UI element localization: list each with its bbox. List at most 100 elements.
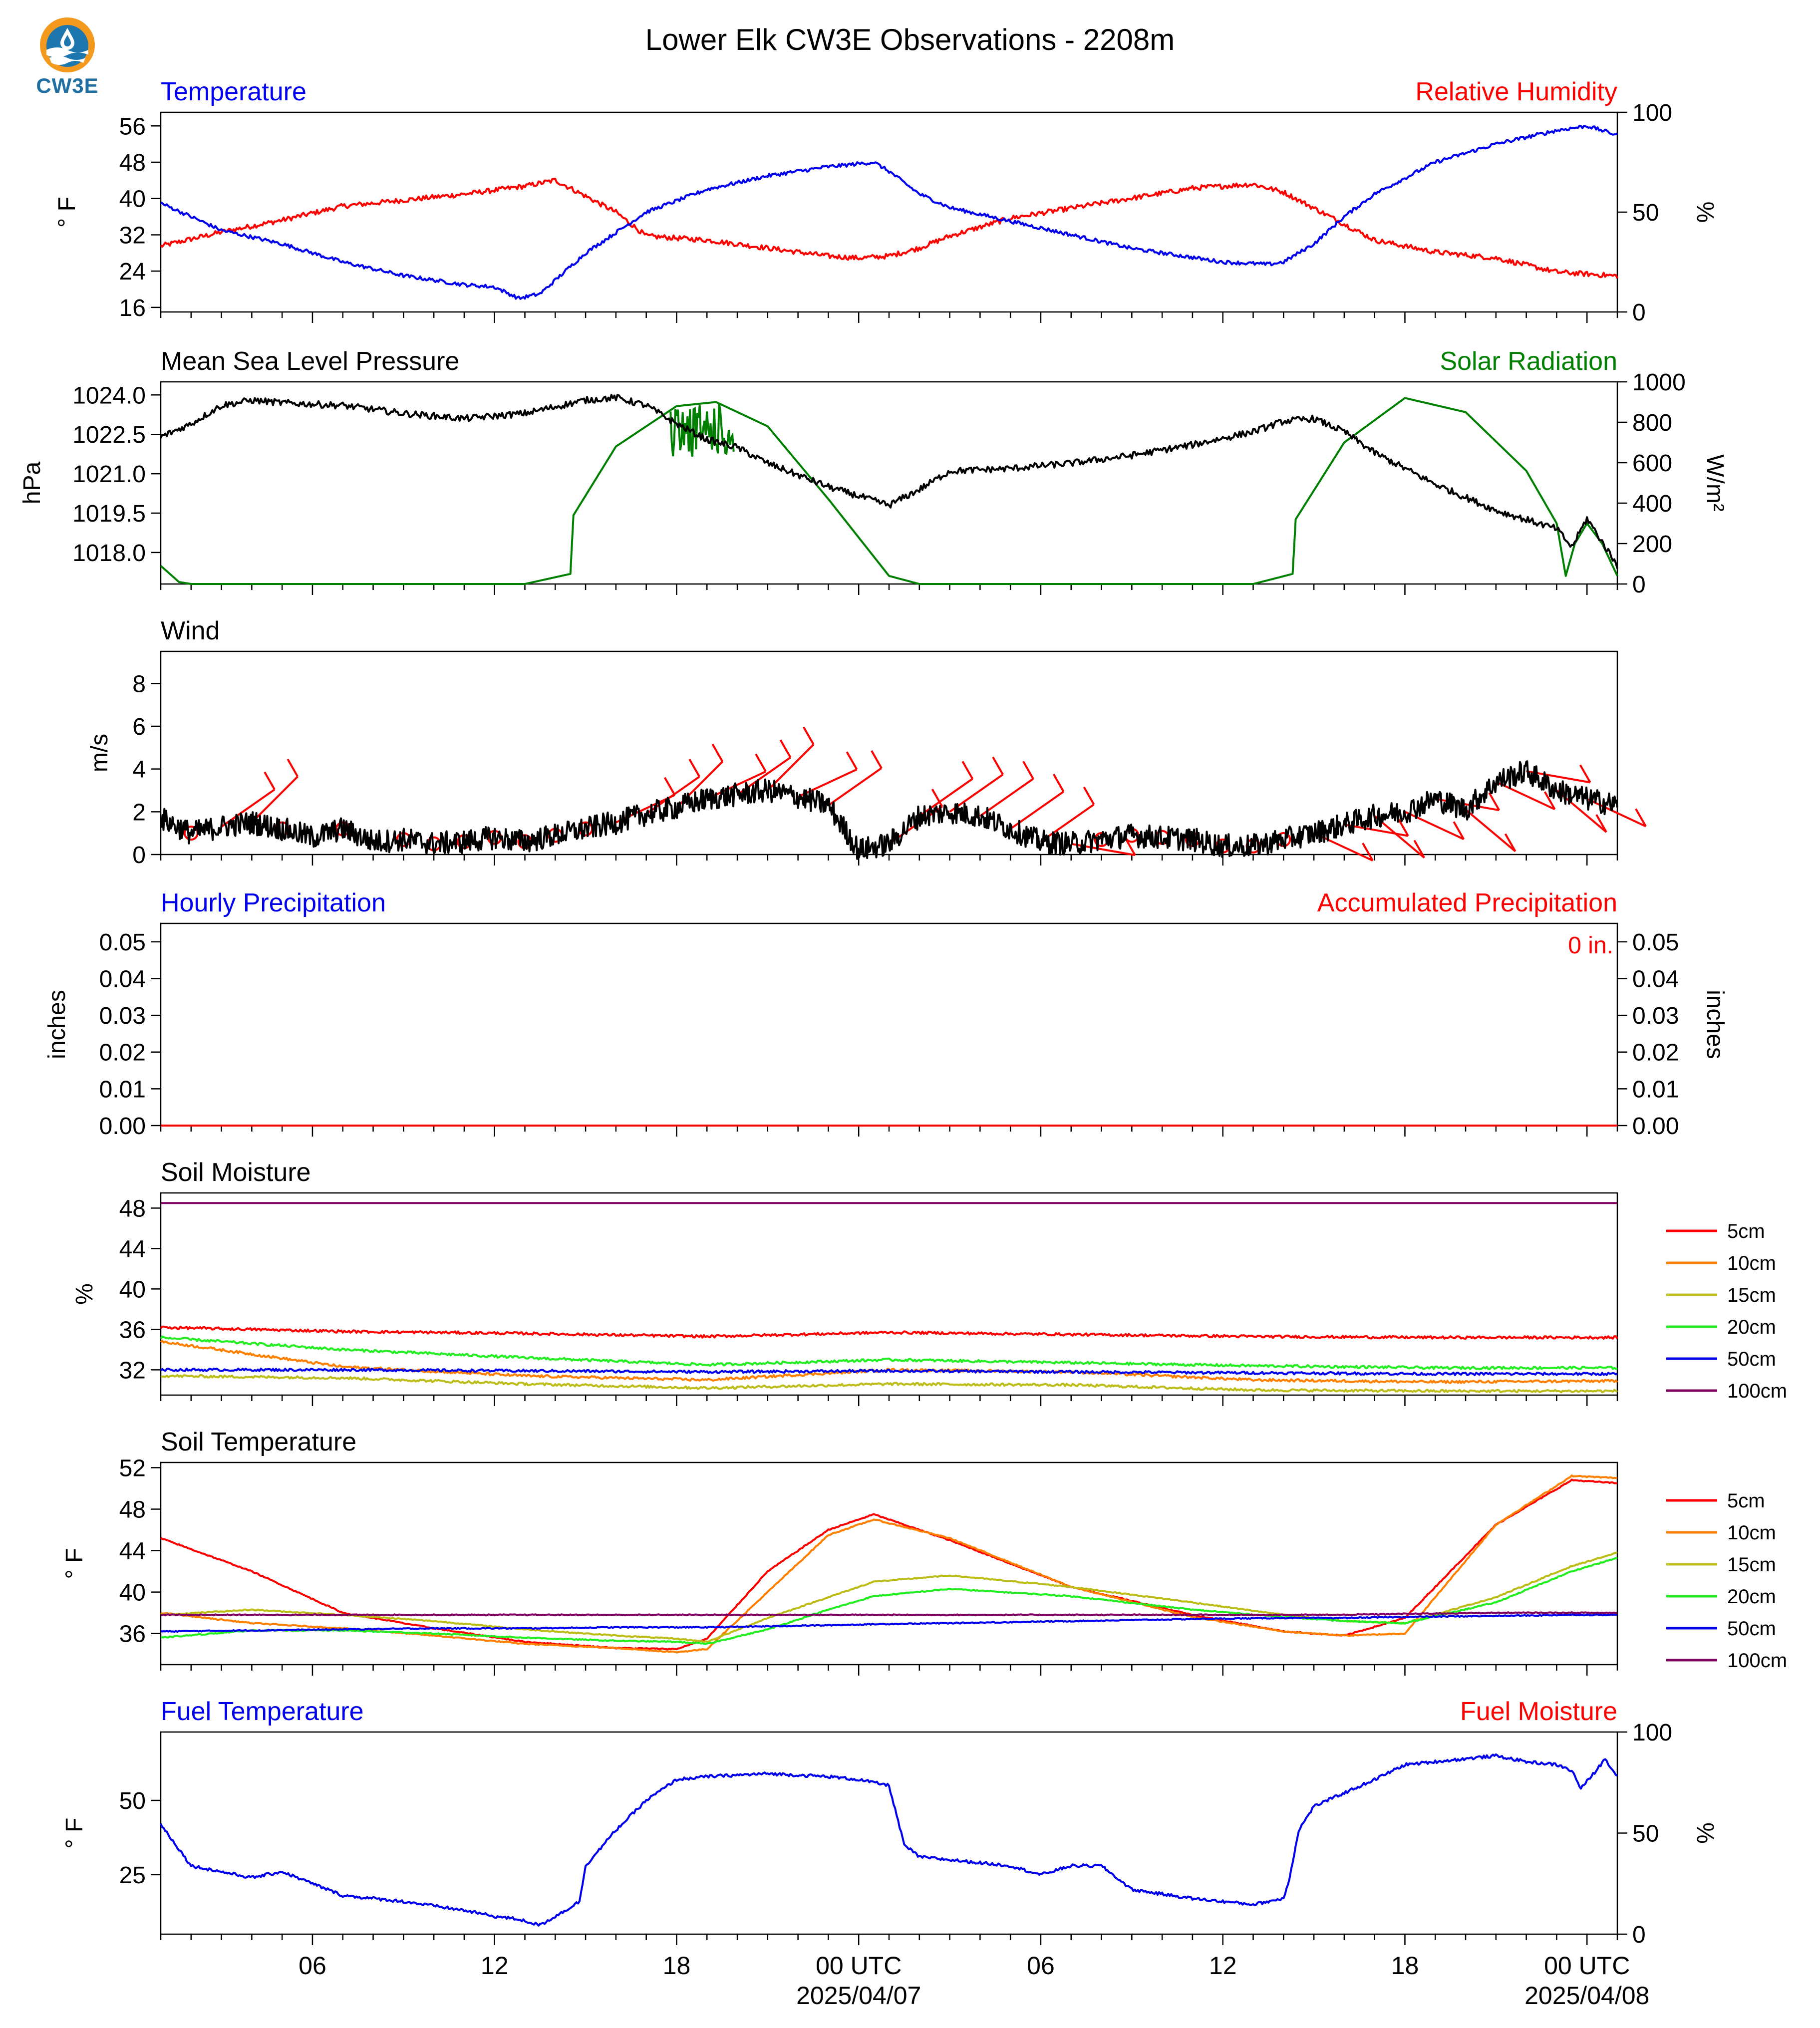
temperature-series-line [160,125,1618,300]
soil-moisture-panel-frame [160,1192,1618,1396]
wind-barb-shaft [949,774,1004,813]
precip-total-label: 0 in. [1568,932,1613,959]
wind-barb-flag [846,751,858,770]
wind-barb-flag [755,753,767,772]
y-tick-label: 44 [119,1236,146,1262]
y2-tick-label: 0 [1632,299,1646,326]
wind-barb-flag [1635,808,1647,827]
panel-title-left: Temperature [161,77,306,106]
wind-barb-flag [1022,761,1034,780]
wind-barb-shaft [251,776,299,824]
figure-title: Lower Elk CW3E Observations - 2208m [645,23,1175,56]
y-tick-label: 36 [119,1621,146,1648]
legend-label: 20cm [1727,1316,1776,1338]
wind-barb-flag [1453,821,1465,840]
wind-barb-flag [961,761,974,780]
y-tick-label: 48 [119,1496,146,1523]
legend-label: 50cm [1727,1348,1776,1370]
y-tick-label: 0.03 [99,1003,146,1029]
legend-label: 100cm [1727,1650,1787,1672]
legend-label: 10cm [1727,1252,1776,1274]
y-tick-label: 1021.0 [72,461,146,488]
y2-tick-label: 1000 [1632,369,1686,396]
legend-label: 5cm [1727,1490,1765,1512]
y-axis-unit: % [71,1283,98,1305]
legend-label: 50cm [1727,1618,1776,1640]
panel-title-right: Solar Radiation [1440,347,1617,376]
wind-barb-shaft [1465,809,1516,853]
y2-axis-unit: % [1692,202,1718,223]
soil-temperature-line-50cm [160,1613,1618,1633]
fuel-panel-frame [160,1731,1618,1935]
y-tick-label: 6 [132,714,146,740]
y-tick-label: 52 [119,1455,146,1481]
panel-title-left: Soil Temperature [161,1428,356,1456]
y-tick-label: 32 [119,222,146,249]
y2-tick-label: 50 [1632,200,1659,226]
y-axis-unit: inches [44,990,70,1059]
wind-barb-flag [931,789,943,808]
panel-title-left: Fuel Temperature [161,1697,364,1726]
legend-label: 15cm [1727,1554,1776,1576]
y-tick-label: 8 [132,671,146,697]
x-tick-label: 12 [481,1952,509,1980]
cw3e-logo: CW3E [27,15,107,105]
panel-title-right: Relative Humidity [1415,77,1617,106]
y-tick-label: 32 [119,1357,146,1384]
soil-temperature-line-5cm [160,1478,1618,1651]
soil-moisture-line-50cm [160,1367,1618,1376]
soil-temperature-line-100cm [160,1611,1617,1617]
x-tick-label: 06 [1027,1952,1055,1980]
legend-label: 100cm [1727,1380,1787,1402]
y2-tick-label: 600 [1632,450,1672,477]
y-tick-label: 1024.0 [72,382,146,409]
x-tick-label: 00 UTC [816,1952,902,1980]
y2-axis-unit: inches [1702,990,1728,1059]
wind-barb-shaft [918,778,973,817]
precip-panel-frame [160,922,1618,1127]
y-tick-label: 0.01 [99,1076,146,1103]
y-tick-label: 24 [119,259,146,285]
wind-barb-flag [992,756,1004,775]
wind-barb-flag [1504,833,1517,852]
y-tick-label: 25 [119,1862,146,1889]
wind-barb-flag [871,750,883,769]
y-tick-label: 1022.5 [72,422,146,448]
y2-axis-unit: % [1692,1822,1718,1844]
y-tick-label: 50 [119,1788,146,1814]
pressure-panel-frame [160,381,1618,585]
y-axis-unit: ° F [61,1818,88,1849]
y-tick-label: 16 [119,295,146,321]
fuel-temperature-line [160,1753,1618,1927]
x-tick-date: 2025/04/08 [1524,1982,1649,2010]
y2-tick-label: 100 [1632,100,1672,126]
x-tick-label: 06 [299,1952,326,1980]
panel-title-right: Accumulated Precipitation [1317,888,1617,917]
wind-barb-shaft [1374,815,1425,859]
y2-tick-label: 0.02 [1632,1040,1679,1066]
y-tick-label: 4 [132,757,146,783]
wind-barb-flag [1362,843,1374,862]
wind-barb-flag [1488,792,1501,811]
wind-barb-flag [1397,818,1409,837]
y-tick-label: 0.00 [99,1113,146,1140]
wind-barb-shaft [1495,781,1555,811]
y-tick-label: 0.05 [99,929,146,956]
y-axis-unit: ° F [61,1548,88,1579]
panels-group: Temperature Relative Humidity162432404856… [19,77,1787,2010]
y2-tick-label: 0.01 [1632,1076,1679,1103]
y-tick-label: 48 [119,1195,146,1222]
y-tick-label: 1018.0 [72,540,146,567]
y-tick-label: 40 [119,1276,146,1303]
logo-label: CW3E [36,74,99,97]
wind-barb-flag [1413,840,1425,859]
x-tick-label: 12 [1209,1952,1237,1980]
wind-barb-flag [803,726,815,745]
wind-panel-frame [160,650,1618,856]
rh-series-line [160,178,1618,279]
y2-tick-label: 0 [1632,1922,1646,1948]
x-tick-label: 00 UTC [1544,1952,1630,1980]
y-axis-unit: ° F [54,197,80,228]
y2-tick-label: 50 [1632,1821,1659,1847]
y2-tick-label: 200 [1632,531,1672,558]
